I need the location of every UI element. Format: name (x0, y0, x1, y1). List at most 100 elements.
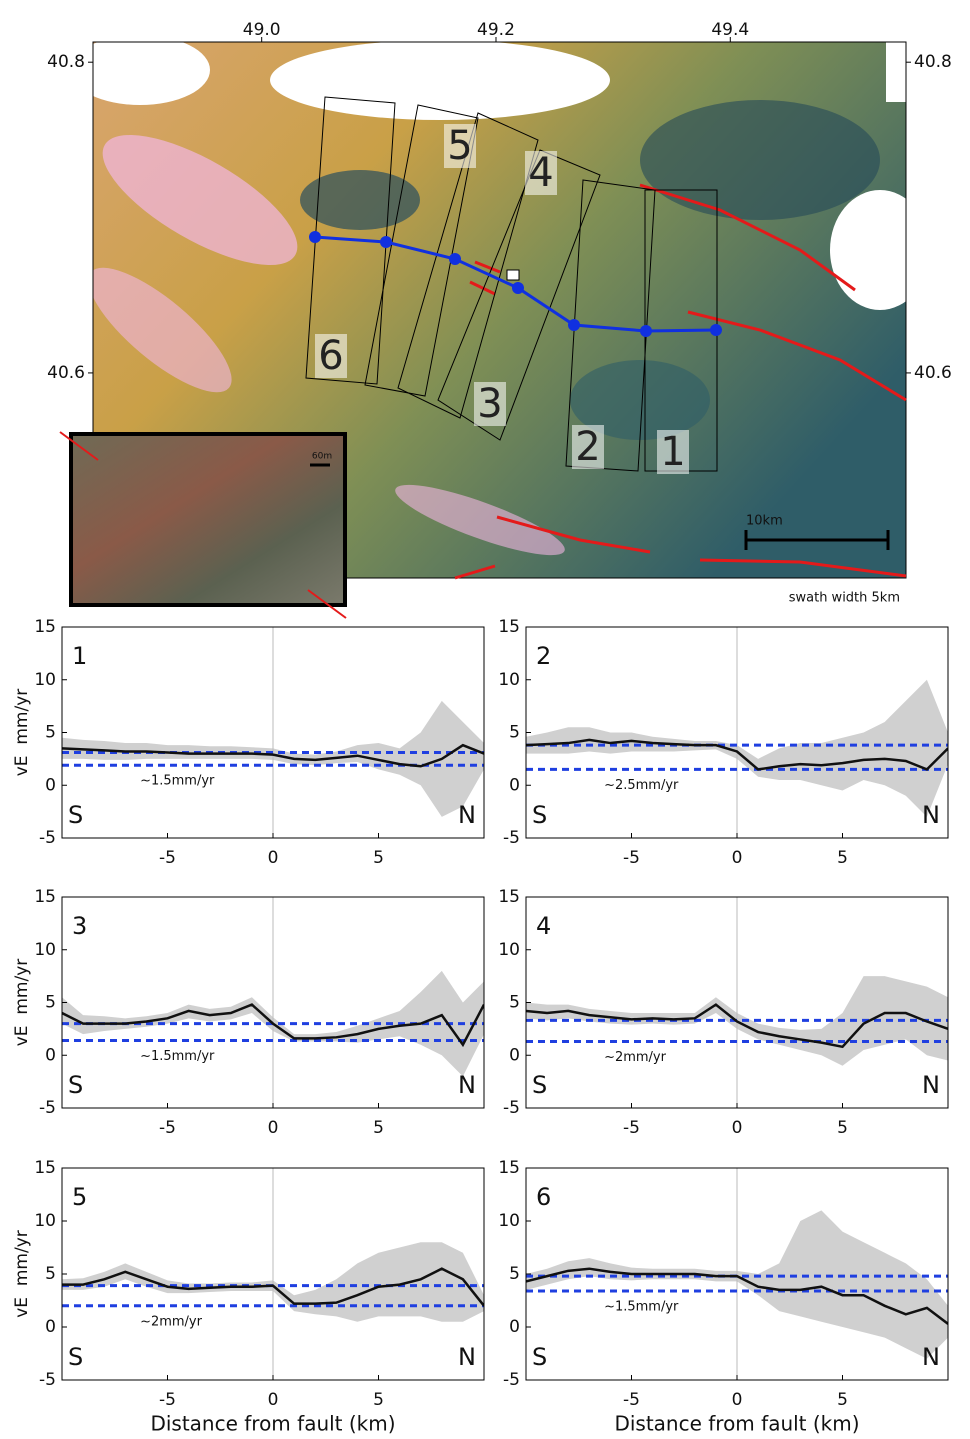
x-tick-label: -5 (623, 1390, 640, 1410)
lat-tick-label: 40.6 (47, 363, 85, 383)
x-tick-label: -5 (159, 848, 176, 868)
swath-label-box (525, 151, 557, 195)
x-axis-label: Distance from fault (km) (614, 1412, 859, 1436)
south-label: S (68, 1071, 83, 1099)
x-tick-label: 5 (837, 848, 848, 868)
profile-panel: -5 0 5 10 15 -5 0 5 4 S N ~2mm/yr (498, 887, 949, 1138)
map-frame (92, 41, 907, 579)
y-tick-label: 0 (509, 775, 520, 795)
y-tick-label: 0 (45, 1317, 56, 1337)
swath-label: 3 (477, 381, 502, 427)
y-tick-label: -5 (39, 828, 56, 848)
panel-number: 1 (72, 642, 87, 670)
profile (526, 738, 948, 771)
inset-arrow (307, 589, 347, 619)
rate-annotation: ~1.5mm/yr (140, 774, 215, 789)
swath-label: 4 (528, 150, 553, 196)
x-tick-label: -5 (623, 848, 640, 868)
north-label: N (458, 1071, 476, 1099)
envelope (526, 1210, 948, 1359)
y-axis-label: vE mm/yr (12, 959, 32, 1047)
y-tick-label: 10 (34, 1211, 56, 1231)
swath-label-box (315, 334, 347, 378)
swath-note: swath width 5km (789, 591, 900, 606)
y-tick-label: -5 (39, 1370, 56, 1390)
inset-arrow (59, 431, 99, 461)
y-tick-label: 5 (509, 1264, 520, 1284)
inset-photo (69, 432, 347, 607)
profile (62, 1267, 484, 1307)
y-tick-label: 10 (34, 940, 56, 960)
south-label: S (532, 1071, 547, 1099)
plot-content (62, 897, 484, 1108)
rate-annotation: ~2.5mm/yr (604, 778, 679, 793)
y-tick-label: -5 (503, 1370, 520, 1390)
scale-label: 10km (746, 514, 783, 529)
south-label: S (68, 1343, 83, 1371)
swath-label-box (572, 425, 604, 469)
x-tick-label: -5 (623, 1118, 640, 1138)
rate-annotation: ~2mm/yr (604, 1050, 667, 1065)
y-tick-label: 5 (45, 1264, 56, 1284)
y-tick-label: 5 (509, 993, 520, 1013)
y-tick-label: 15 (498, 617, 520, 637)
north-label: N (922, 1343, 940, 1371)
y-tick-label: 15 (34, 1158, 56, 1178)
x-tick-label: -5 (159, 1118, 176, 1138)
south-label: S (532, 801, 547, 829)
north-label: N (922, 801, 940, 829)
profile-panel: -5 0 5 10 15 -5 0 5 3 S N ~1.5mm/yr vE mm/yr (12, 887, 485, 1138)
swath-label-box (474, 382, 506, 426)
swath-label-box (657, 430, 689, 474)
profile-panel: -5 0 5 10 15 -5 0 5 6 S N ~1.5mm/yr Distance from fa… (498, 1158, 949, 1436)
profile-panel: -5 0 5 10 15 -5 0 5 1 S N ~1.5mm/yr vE mm/yr (12, 617, 485, 868)
panel-number: 4 (536, 912, 551, 940)
swath-label: 1 (660, 429, 685, 475)
x-tick-label: 0 (732, 1118, 743, 1138)
x-tick-label: 5 (373, 1118, 384, 1138)
x-tick-label: 5 (837, 1118, 848, 1138)
y-tick-label: -5 (503, 828, 520, 848)
panel-number: 6 (536, 1183, 551, 1211)
panel-number: 3 (72, 912, 87, 940)
north-label: N (458, 1343, 476, 1371)
inset-scale: 60m (312, 452, 332, 462)
y-tick-label: 10 (34, 670, 56, 690)
north-label: N (458, 801, 476, 829)
swaths (305, 96, 718, 472)
south-label: S (532, 1343, 547, 1371)
x-tick-label: 0 (268, 1118, 279, 1138)
rate-annotation: ~2mm/yr (140, 1314, 203, 1329)
x-tick-label: 5 (837, 1390, 848, 1410)
y-tick-label: 15 (498, 887, 520, 907)
faults (454, 183, 907, 580)
plot-content (62, 1168, 484, 1380)
y-tick-label: 15 (498, 1158, 520, 1178)
x-tick-label: 0 (732, 848, 743, 868)
y-tick-label: 15 (34, 617, 56, 637)
lon-tick-label: 49.2 (477, 20, 515, 40)
profile-panel: -5 0 5 10 15 -5 0 5 2 S N ~2.5mm/yr (498, 617, 949, 868)
inset-location (506, 269, 520, 281)
y-axis-label: vE mm/yr (12, 689, 32, 777)
x-axis-label: Distance from fault (km) (150, 1412, 395, 1436)
panel-number: 2 (536, 642, 551, 670)
y-tick-label: 0 (45, 775, 56, 795)
x-tick-label: 5 (373, 848, 384, 868)
y-tick-label: 5 (509, 723, 520, 743)
lat-tick-label: 40.6 (914, 363, 952, 383)
x-tick-label: -5 (159, 1390, 176, 1410)
y-tick-label: 0 (509, 1317, 520, 1337)
lat-tick-label: 40.8 (47, 52, 85, 72)
y-tick-label: -5 (39, 1098, 56, 1118)
y-tick-label: -5 (503, 1098, 520, 1118)
rate-annotation: ~1.5mm/yr (140, 1049, 215, 1064)
plot-content (526, 897, 948, 1108)
x-tick-label: 0 (268, 1390, 279, 1410)
x-tick-label: 0 (268, 848, 279, 868)
y-tick-label: 10 (498, 670, 520, 690)
x-tick-label: 5 (373, 1390, 384, 1410)
plot-content (526, 627, 948, 838)
y-axis-label: vE mm/yr (12, 1230, 32, 1318)
